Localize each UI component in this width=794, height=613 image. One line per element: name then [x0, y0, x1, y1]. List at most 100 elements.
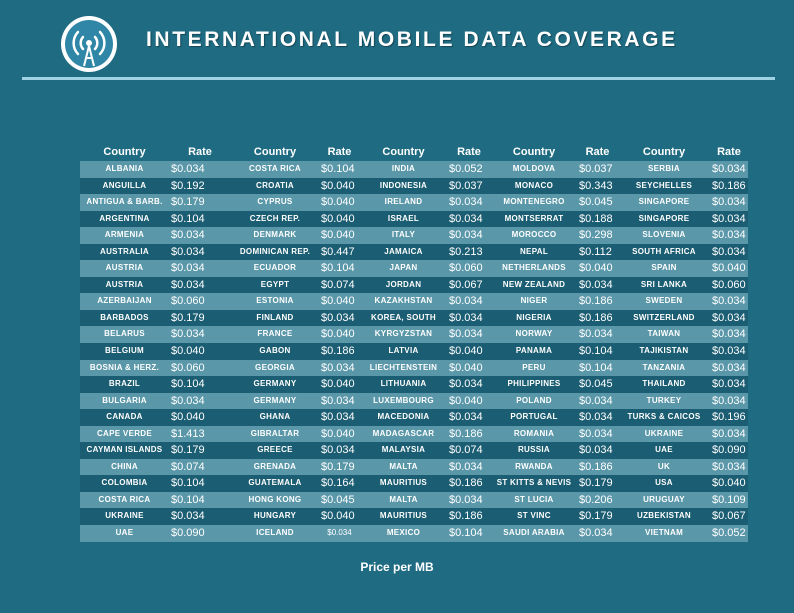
- country-cell: RWANDA: [515, 461, 553, 471]
- country-cell: ST LUCIA: [514, 494, 554, 504]
- rate-cell: $0.034: [449, 212, 483, 225]
- country-cell: GRENADA: [253, 461, 297, 471]
- rate-cell: $0.298: [579, 229, 613, 242]
- rate-cell: $0.045: [321, 493, 355, 506]
- table-row: UKRAINE $0.034 HUNGARY $0.040 MAURITIUS $0.18…: [80, 508, 748, 526]
- rate-cell: $0.179: [579, 477, 613, 490]
- country-cell: COSTA RICA: [249, 164, 301, 173]
- country-cell: MACEDONIA: [377, 412, 430, 422]
- table-row: BOSNIA & HERZ. $0.060 GEORGIA $0.034 LIECHTE…: [80, 359, 748, 377]
- rate-cell: $0.104: [171, 493, 205, 506]
- country-cell: ANTIGUA & BARB.: [86, 197, 163, 207]
- rate-cell: $0.179: [171, 196, 205, 209]
- country-cell: ANGUILLA: [102, 180, 147, 190]
- rate-cell: $0.112: [579, 245, 612, 258]
- country-cell: COLOMBIA: [101, 478, 148, 488]
- country-cell: KYRGYZSTAN: [374, 329, 433, 339]
- table-row: BELGIUM $0.040 GABON $0.186 LATVIA $0.040 PANA…: [80, 343, 748, 360]
- country-cell: EGYPT: [260, 279, 290, 289]
- country-cell: SWITZERLAND: [633, 312, 695, 322]
- rate-cell: $0.034: [171, 163, 205, 175]
- country-cell: DENMARK: [253, 230, 297, 240]
- header-country: Country: [103, 146, 146, 158]
- country-cell: INDONESIA: [379, 180, 428, 190]
- page-title: INTERNATIONAL MOBILE DATA COVERAGE: [146, 28, 678, 51]
- table-caption: Price per MB: [360, 560, 434, 574]
- header-rate: Rate: [457, 146, 481, 158]
- country-cell: NEPAL: [519, 246, 549, 256]
- country-cell: IRELAND: [384, 197, 423, 207]
- country-cell: GERMANY: [253, 379, 297, 389]
- table-row: CANADA $0.040 GHANA $0.034 MACEDONIA $0.034 PO…: [80, 409, 748, 426]
- country-cell: NIGERIA: [516, 312, 552, 322]
- country-cell: MONTSERRAT: [504, 213, 564, 223]
- table-header: Country Rate Country Rate Country Rate Country…: [80, 143, 748, 161]
- country-cell: GIBRALTAR: [250, 428, 300, 438]
- country-cell: SOUTH AFRICA: [632, 246, 696, 256]
- table-row: ARMENIA $0.034 DENMARK $0.040 ITALY $0.034 MOR…: [80, 227, 748, 244]
- rate-cell: $0.034: [449, 411, 483, 424]
- country-cell: UAE: [115, 528, 134, 538]
- country-cell: COSTA RICA: [98, 494, 151, 504]
- rate-cell: $0.034: [171, 262, 205, 275]
- country-cell: UKRAINE: [105, 511, 144, 521]
- rate-cell: $0.104: [171, 378, 205, 391]
- rate-cell: $0.186: [449, 477, 483, 490]
- rate-cell: $0.034: [712, 295, 746, 308]
- header-rate: Rate: [585, 146, 610, 158]
- cell-tower-signal-icon: [65, 20, 113, 68]
- country-cell: TANZANIA: [642, 362, 686, 372]
- table-row: ARGENTINA $0.104 CZECH REP. $0.040 ISRAEL $0.…: [80, 210, 748, 228]
- country-cell: MALTA: [389, 461, 418, 471]
- rate-cell: $0.034: [579, 278, 613, 291]
- rate-cell: $0.186: [449, 427, 483, 440]
- country-cell: TAIWAN: [647, 329, 681, 339]
- rate-cell: $0.040: [321, 427, 355, 440]
- rate-cell: $0.034: [449, 311, 483, 324]
- country-cell: MADAGASCAR: [372, 428, 435, 438]
- rate-cell: $0.192: [171, 179, 205, 192]
- country-cell: UK: [657, 461, 671, 471]
- country-cell: BULGARIA: [102, 395, 147, 405]
- rate-cell: $0.034: [449, 328, 483, 341]
- country-cell: ST VINC: [517, 511, 551, 521]
- header-country: Country: [253, 146, 297, 158]
- country-cell: USA: [655, 478, 673, 488]
- rate-cell: $0.109: [712, 493, 746, 506]
- country-cell: LITHUANIA: [380, 379, 427, 389]
- country-cell: SEYCHELLES: [635, 180, 693, 190]
- rate-cell: $0.034: [171, 510, 205, 523]
- header-country: Country: [512, 146, 556, 158]
- country-cell: CYPRUS: [257, 197, 293, 207]
- rate-cell: $0.186: [449, 510, 483, 523]
- rate-cell: $0.060: [712, 278, 746, 291]
- rate-cell: $0.188: [579, 212, 613, 225]
- country-cell: NORWAY: [515, 329, 553, 339]
- rate-cell: $0.045: [579, 378, 613, 391]
- rate-cell: $0.074: [449, 444, 483, 457]
- rate-cell: $0.034: [712, 245, 746, 258]
- rate-cell: $0.040: [321, 328, 355, 341]
- rate-cell: $0.067: [449, 278, 483, 291]
- country-cell: GREECE: [257, 445, 293, 455]
- rate-cell: $0.034: [449, 460, 483, 473]
- country-cell: MAURITIUS: [379, 511, 428, 521]
- rate-cell: $0.060: [171, 295, 205, 308]
- country-cell: TURKEY: [646, 395, 682, 405]
- table-row: BRAZIL $0.104 GERMANY $0.040 LITHUANIA $0.034…: [80, 376, 748, 393]
- country-cell: GABON: [259, 346, 291, 356]
- rate-cell: $0.034: [712, 361, 746, 374]
- country-cell: PHILIPPINES: [507, 379, 561, 389]
- rate-cell: $0.034: [579, 328, 613, 341]
- country-cell: BOSNIA & HERZ.: [89, 362, 160, 372]
- country-cell: SRI LANKA: [640, 279, 688, 289]
- country-cell: URUGUAY: [643, 494, 685, 504]
- rate-cell: $0.060: [171, 361, 205, 374]
- table-row: BELARUS $0.034 FRANCE $0.040 KYRGYZSTAN $0.03…: [80, 326, 748, 344]
- rate-cell: $0.034: [712, 229, 746, 242]
- country-cell: TAJIKISTAN: [639, 346, 689, 356]
- country-cell: MONACO: [514, 180, 554, 190]
- rate-cell: $0.067: [712, 510, 746, 523]
- rate-cell: $0.034: [712, 196, 746, 209]
- rate-cell: $0.040: [449, 361, 483, 374]
